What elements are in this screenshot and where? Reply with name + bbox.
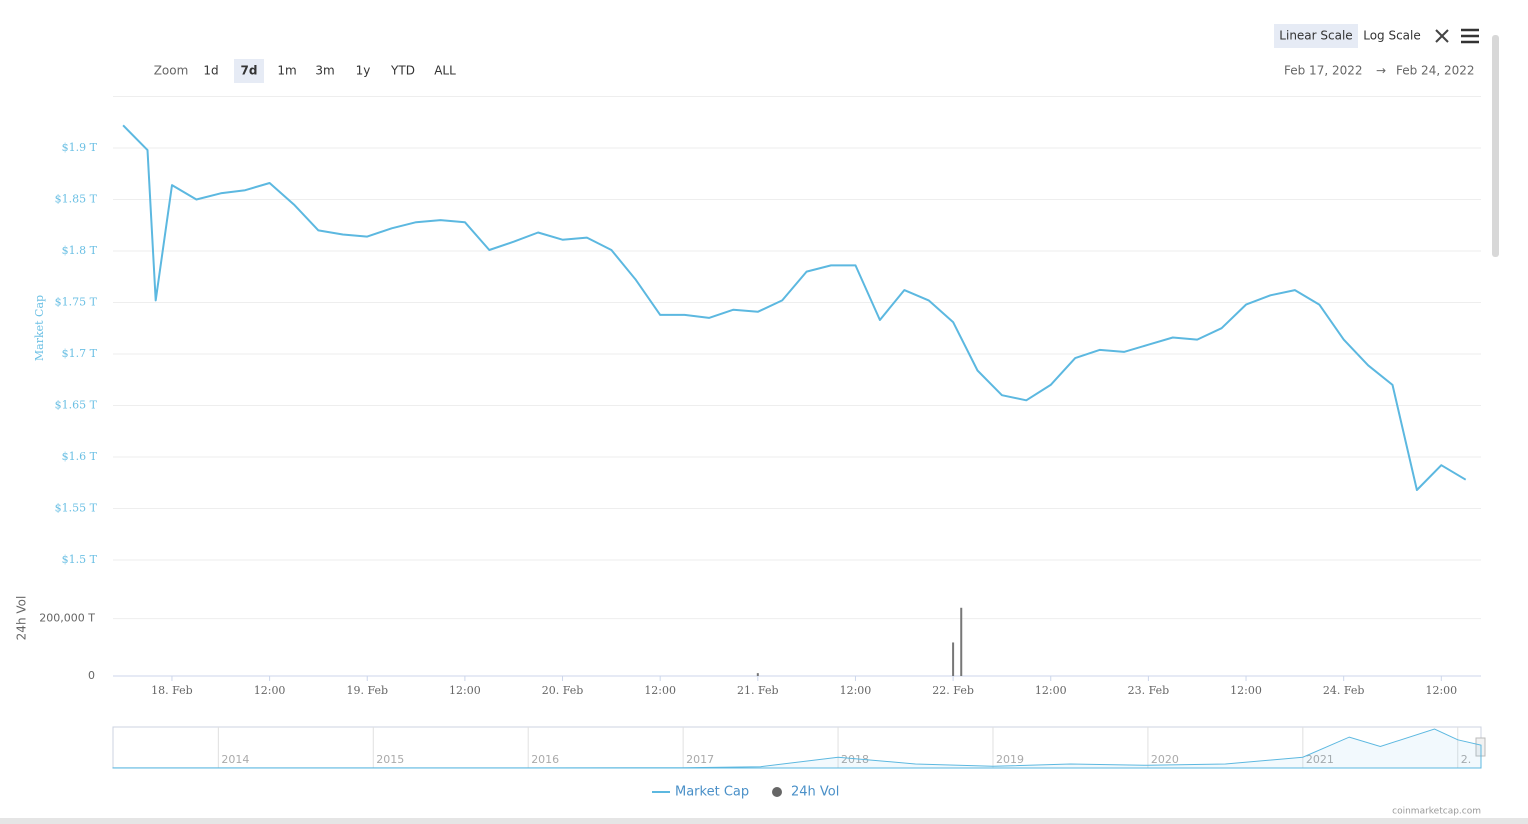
x-tick-label: 20. Feb (542, 684, 584, 697)
volume-bar (960, 607, 963, 676)
range-arrow: → (1376, 64, 1386, 78)
x-tick-label: 12:00 (254, 684, 286, 697)
scale-button[interactable]: Log Scale (1363, 29, 1421, 43)
navigator-tick-label: 2018 (841, 753, 869, 766)
credit: coinmarketcap.com (1392, 807, 1481, 817)
y-tick-label: $1.8 T (62, 244, 98, 257)
y-tick-label: $1.55 T (55, 502, 98, 515)
navigator-area (112, 728, 1482, 769)
y-tick-label: $1.7 T (62, 347, 98, 360)
range-to: Feb 24, 2022 (1396, 64, 1475, 78)
y-tick-label: $1.75 T (55, 296, 98, 309)
x-tick-label: 21. Feb (737, 684, 779, 697)
x-tick-label: 19. Feb (346, 684, 388, 697)
navigator-tick-label: 2017 (686, 753, 714, 766)
y-axis-title: Market Cap (33, 295, 46, 361)
menu-icon[interactable] (1461, 28, 1479, 44)
x-tick-label: 12:00 (644, 684, 676, 697)
y-tick-label: $1.65 T (55, 399, 98, 412)
y-tick-label: $1.9 T (62, 141, 98, 154)
legend-swatch (772, 787, 782, 797)
navigator-tick-label: 2. (1461, 753, 1472, 766)
y-tick-label: $1.85 T (55, 193, 98, 206)
x-tick-label: 22. Feb (932, 684, 974, 697)
range-from: Feb 17, 2022 (1284, 64, 1363, 78)
zoom-button[interactable]: 7d (241, 64, 258, 78)
x-tick-label: 12:00 (449, 684, 481, 697)
navigator-tick-label: 2021 (1306, 753, 1334, 766)
fullscreen-icon[interactable] (1435, 29, 1449, 43)
legend-label[interactable]: 24h Vol (791, 785, 839, 800)
volume-bar (756, 673, 759, 676)
x-tick-label: 24. Feb (1323, 684, 1365, 697)
zoom-button[interactable]: ALL (434, 64, 456, 78)
y-tick-label: $1.5 T (62, 553, 98, 566)
scale-button-bg (1274, 24, 1358, 48)
y-tick-label: 0 (88, 669, 95, 682)
zoom-button[interactable]: YTD (390, 64, 415, 78)
x-tick-label: 18. Feb (151, 684, 193, 697)
zoom-button[interactable]: 1m (277, 64, 296, 78)
x-tick-label: 12:00 (1230, 684, 1262, 697)
scale-button[interactable]: Linear Scale (1279, 29, 1352, 43)
navigator-tick-label: 2014 (221, 753, 249, 766)
market-cap-line (122, 124, 1467, 491)
zoom-button[interactable]: 1d (203, 64, 218, 78)
zoom-button[interactable]: 3m (315, 64, 334, 78)
x-tick-label: 12:00 (1035, 684, 1067, 697)
navigator-tick-label: 2019 (996, 753, 1024, 766)
navigator-tick-label: 2016 (531, 753, 559, 766)
volume-bar (952, 642, 955, 676)
x-tick-label: 12:00 (1425, 684, 1457, 697)
x-tick-label: 23. Feb (1128, 684, 1170, 697)
scrollbar (1492, 35, 1499, 257)
zoom-button-bg (234, 59, 264, 83)
navigator-tick-label: 2020 (1151, 753, 1179, 766)
zoom-label: Zoom (154, 64, 189, 78)
navigator-tick-label: 2015 (376, 753, 404, 766)
y-tick-label: 200,000 T (39, 612, 95, 625)
vol-axis-title: 24h Vol (15, 596, 29, 641)
bottom-bar (0, 818, 1528, 824)
y-tick-label: $1.6 T (62, 450, 98, 463)
zoom-button[interactable]: 1y (356, 64, 371, 78)
x-tick-label: 12:00 (840, 684, 872, 697)
legend-label[interactable]: Market Cap (675, 785, 749, 800)
